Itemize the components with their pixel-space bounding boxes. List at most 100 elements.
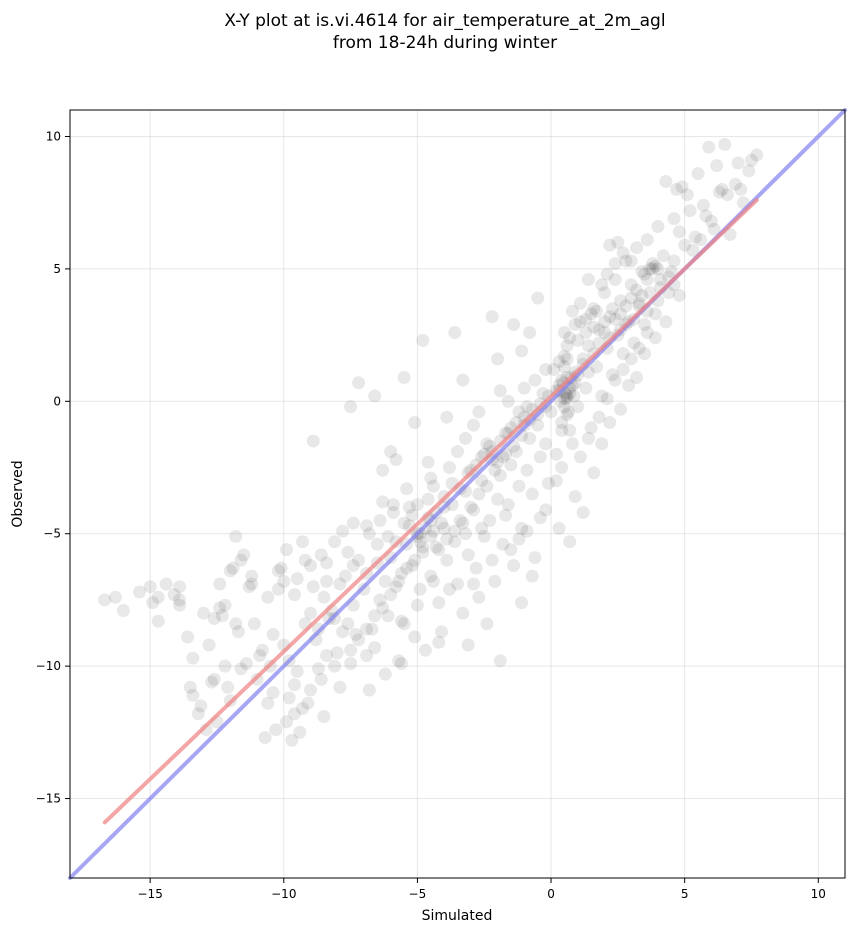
data-point <box>640 326 654 339</box>
data-point <box>579 381 593 395</box>
x-tick-label: 0 <box>547 887 555 901</box>
data-point <box>392 574 406 588</box>
data-point <box>298 553 312 567</box>
data-point <box>501 498 515 512</box>
data-point <box>261 696 275 710</box>
data-point <box>413 535 427 549</box>
data-point <box>598 286 611 300</box>
data-point <box>202 638 216 652</box>
x-axis-ticks: −15 −10 −5 0 5 10 <box>138 878 826 901</box>
data-point <box>592 410 606 424</box>
data-point <box>440 410 454 424</box>
data-point <box>480 617 494 631</box>
data-point <box>296 702 309 715</box>
data-point <box>440 532 454 546</box>
data-point <box>173 598 187 612</box>
data-point <box>480 437 494 451</box>
data-point <box>432 543 446 557</box>
data-point <box>402 500 416 514</box>
data-point <box>523 326 537 339</box>
data-point <box>531 291 545 305</box>
data-point <box>643 262 657 276</box>
data-point <box>488 574 502 588</box>
data-point <box>552 355 566 369</box>
data-point <box>627 336 641 350</box>
data-point <box>467 418 480 432</box>
data-point <box>186 688 200 702</box>
data-point <box>734 182 748 196</box>
data-point <box>333 577 347 591</box>
data-point <box>475 474 489 488</box>
data-point <box>464 500 478 514</box>
data-point <box>108 590 122 604</box>
data-point <box>614 307 627 321</box>
data-point <box>410 498 424 512</box>
data-point <box>459 431 472 445</box>
data-point <box>643 286 657 300</box>
data-point <box>408 553 422 567</box>
data-point <box>467 503 480 517</box>
data-point <box>296 535 309 549</box>
data-point <box>405 559 419 572</box>
data-point <box>352 633 366 647</box>
data-point <box>563 386 577 400</box>
data-point <box>432 635 446 649</box>
data-point <box>288 678 301 692</box>
data-point <box>389 580 403 594</box>
data-point <box>368 389 382 403</box>
data-point <box>648 307 662 321</box>
data-point <box>330 646 344 660</box>
data-point <box>555 461 569 474</box>
data-point <box>191 707 205 721</box>
data-point <box>312 662 325 676</box>
data-point <box>456 606 470 620</box>
data-point <box>424 471 438 485</box>
data-point <box>173 593 187 607</box>
data-point <box>400 482 414 496</box>
data-point <box>440 553 454 567</box>
data-point <box>587 466 601 480</box>
data-point <box>456 516 470 530</box>
data-point <box>573 315 587 329</box>
fit-line <box>102 198 759 825</box>
data-point <box>151 590 165 604</box>
data-point <box>699 209 713 223</box>
data-point <box>346 559 360 572</box>
scatter-points <box>98 137 764 747</box>
data-point <box>432 596 446 610</box>
data-point <box>469 561 483 575</box>
data-point <box>584 307 598 321</box>
data-point <box>512 479 526 493</box>
data-point <box>549 447 563 461</box>
data-point <box>696 198 710 212</box>
data-point <box>408 630 422 644</box>
data-point <box>459 527 472 541</box>
data-point <box>549 474 563 488</box>
data-point <box>531 418 545 432</box>
y-tick-label: 5 <box>53 262 61 276</box>
data-point <box>245 577 259 591</box>
data-point <box>544 405 558 419</box>
data-point <box>720 188 734 202</box>
data-point <box>563 535 577 549</box>
data-point <box>624 278 638 292</box>
data-point <box>360 519 374 533</box>
data-point <box>242 580 256 594</box>
data-point <box>266 686 280 700</box>
data-point <box>328 535 342 549</box>
data-point <box>611 235 625 249</box>
data-point <box>207 672 221 686</box>
data-point <box>159 577 173 591</box>
data-point <box>143 580 157 594</box>
data-point <box>573 450 587 464</box>
data-point <box>282 691 296 705</box>
data-point <box>410 598 424 612</box>
data-point <box>400 561 414 575</box>
data-point <box>560 392 574 406</box>
data-point <box>560 339 574 353</box>
data-point <box>561 405 575 419</box>
data-point <box>349 627 363 641</box>
data-point <box>523 431 537 445</box>
data-point <box>659 315 673 329</box>
data-point <box>229 529 243 543</box>
